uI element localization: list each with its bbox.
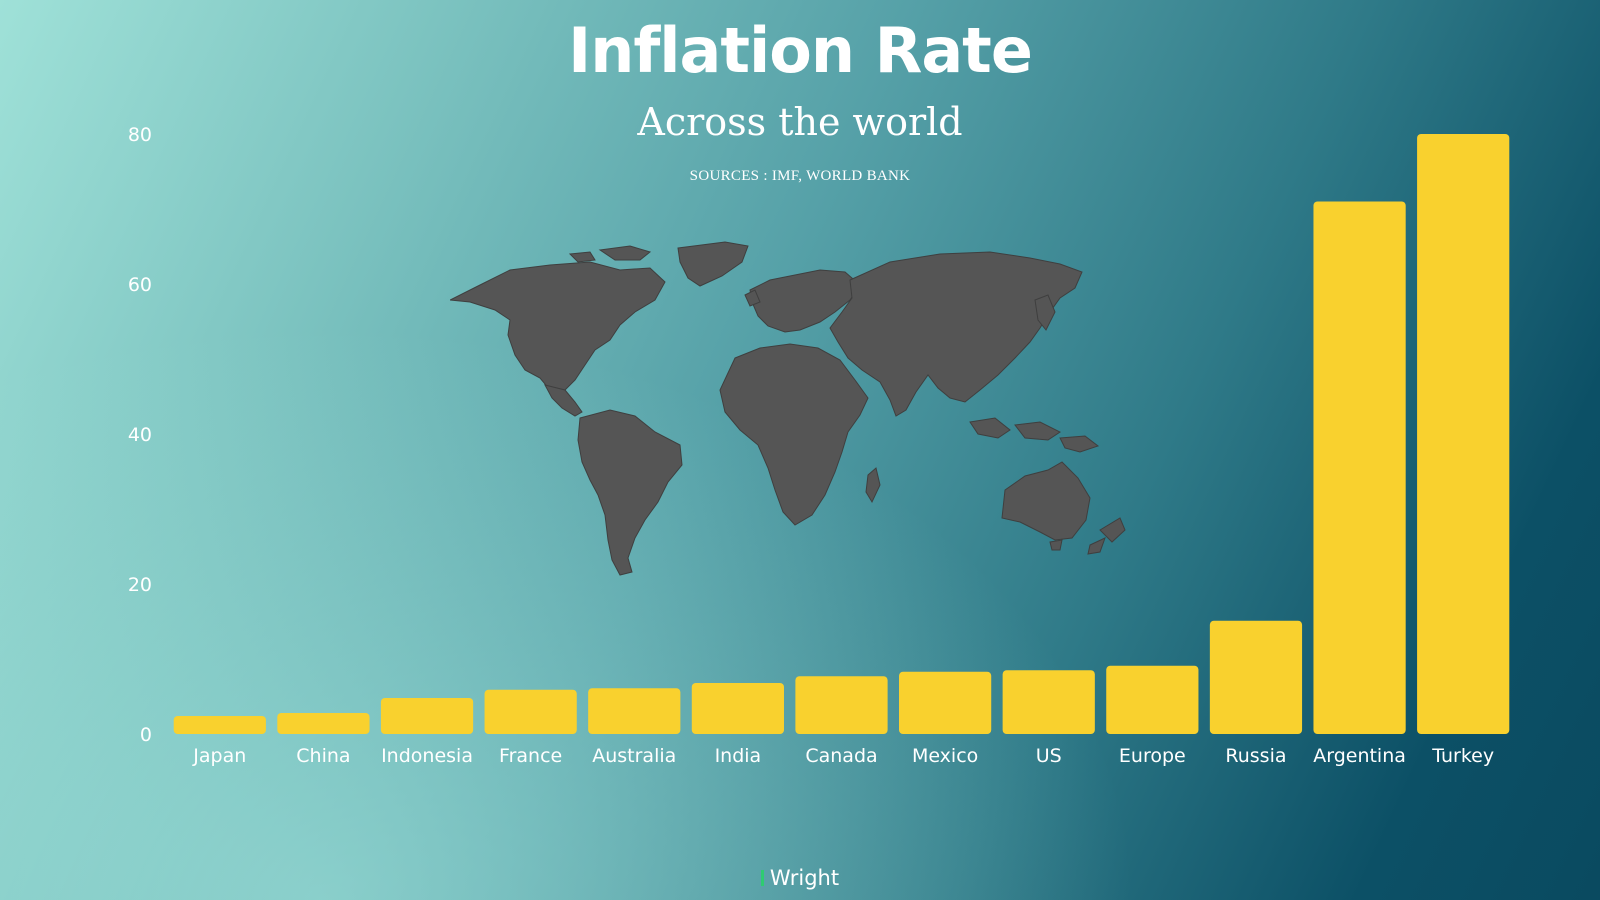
bar-japan [173, 716, 266, 734]
bar-europe [1106, 665, 1199, 734]
x-tick-label: Russia [1225, 745, 1286, 767]
y-tick-label: 0 [140, 724, 152, 746]
x-tick-label: Japan [192, 745, 246, 767]
bar-turkey [1417, 134, 1510, 734]
bar-mexico [899, 671, 992, 734]
x-tick-label: Indonesia [381, 745, 473, 767]
x-tick-label: France [499, 745, 562, 767]
chart-subtitle: Across the world [637, 100, 963, 144]
bar-france [484, 689, 577, 734]
y-tick-label: 60 [128, 274, 152, 296]
brand-footer: Wright [0, 866, 1600, 890]
bar-russia [1209, 620, 1303, 734]
x-tick-label: India [715, 745, 762, 767]
world-map-icon [450, 241, 1126, 576]
x-tick-label: Australia [592, 745, 676, 767]
x-tick-label: Mexico [912, 745, 978, 767]
bar-australia [588, 688, 681, 734]
brand-name: Wright [769, 866, 840, 890]
x-tick-label: Argentina [1313, 745, 1406, 767]
bar-us [1002, 670, 1095, 734]
sources-note: SOURCES : IMF, WORLD BANK [689, 168, 911, 184]
x-tick-label: Europe [1119, 745, 1186, 767]
bar-canada [795, 676, 888, 734]
y-tick-label: 20 [128, 574, 152, 596]
x-tick-label: Canada [805, 745, 877, 767]
brand-mark-icon [760, 870, 764, 886]
bar-argentina [1313, 201, 1406, 734]
chart-title: Inflation Rate [568, 14, 1033, 87]
bar-indonesia [380, 698, 474, 734]
bar-india [691, 683, 784, 734]
y-tick-label: 40 [128, 424, 152, 446]
x-tick-label: US [1036, 745, 1062, 767]
x-tick-label: China [296, 745, 350, 767]
y-tick-label: 80 [128, 124, 152, 146]
x-tick-label: Turkey [1431, 745, 1494, 767]
bar-china [277, 713, 370, 734]
